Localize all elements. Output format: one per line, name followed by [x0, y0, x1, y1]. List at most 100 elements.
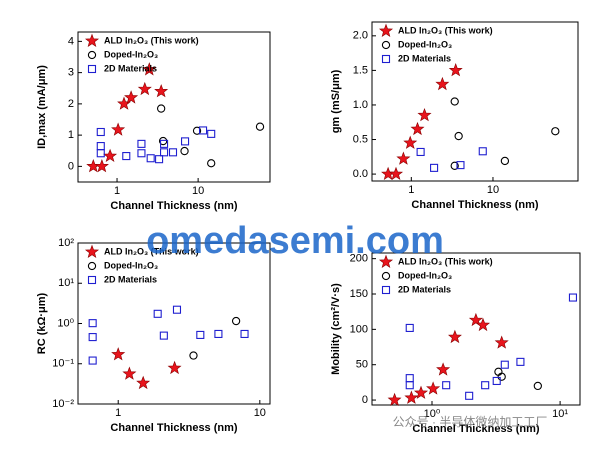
star-marker	[103, 148, 118, 163]
circle-marker	[192, 126, 202, 135]
legend-label: 2D Materials	[104, 63, 157, 73]
star-marker	[389, 166, 404, 180]
circle-marker	[551, 127, 560, 136]
square-marker	[416, 147, 425, 157]
square-marker	[198, 126, 208, 135]
circle-marker	[158, 136, 168, 146]
square-marker	[96, 149, 105, 158]
star-marker	[136, 375, 151, 390]
legend-marker	[378, 23, 394, 38]
square-marker	[137, 139, 146, 148]
y-tick-label: 10⁰	[57, 317, 74, 329]
y-tick-label: 2.0	[353, 30, 368, 42]
y-tick-label: 150	[350, 288, 368, 300]
watermark: omedasemi.com	[146, 220, 444, 262]
star-marker	[124, 90, 139, 104]
y-axis-label: Mobility (cm²/V·s)	[330, 283, 342, 375]
circle-marker	[255, 122, 265, 131]
star-marker	[448, 329, 462, 344]
legend-marker	[84, 244, 100, 259]
square-marker	[159, 139, 169, 148]
star-marker	[142, 62, 157, 76]
x-tick-label: 1	[408, 184, 414, 196]
x-tick-label: 10¹	[552, 408, 568, 420]
legend-label: ALD In₂O₃ (This work)	[104, 35, 199, 45]
x-tick-label: 1	[114, 185, 120, 197]
square-marker	[568, 293, 578, 302]
x-axis-label: Channel Thickness (nm)	[411, 199, 538, 211]
star-marker	[413, 385, 429, 399]
square-marker	[181, 137, 190, 146]
panel: 1 10 10⁻² 10⁻¹ 10⁰ 10¹ 10² Channel Thickness (n…	[36, 237, 271, 434]
square-marker	[137, 149, 146, 158]
circle-marker	[500, 156, 510, 166]
square-marker	[478, 147, 487, 156]
square-marker	[88, 319, 97, 328]
y-tick-label: 0	[362, 394, 368, 406]
x-axis-label: Channel Thickness (nm)	[110, 200, 237, 212]
circle-marker	[231, 316, 241, 326]
square-marker	[207, 129, 216, 138]
legend-marker	[381, 54, 391, 64]
legend-marker	[381, 40, 391, 50]
star-marker	[475, 317, 491, 332]
legend-label: 2D Materials	[104, 274, 157, 284]
y-tick-label: 0.5	[353, 133, 368, 145]
star-marker	[448, 63, 463, 77]
square-marker	[146, 154, 155, 163]
square-marker	[500, 360, 509, 369]
star-marker	[404, 390, 419, 404]
legend-marker	[87, 275, 97, 285]
circle-marker	[450, 161, 459, 170]
y-tick-label: 1.0	[353, 99, 368, 111]
panel: 1 10 0 1 2 3 4 Channel Thickness (nm) ID,max (mA…	[36, 31, 271, 212]
y-tick-label: 3	[68, 67, 74, 79]
legend-label: Doped-In₂O₃	[104, 49, 158, 59]
square-marker	[159, 148, 169, 157]
y-tick-label: 2	[68, 98, 74, 110]
square-marker	[88, 356, 97, 365]
legend-marker	[87, 261, 97, 271]
square-marker	[492, 376, 501, 386]
circle-marker	[207, 159, 216, 168]
circle-marker	[450, 97, 459, 106]
star-marker	[122, 366, 137, 380]
square-marker	[240, 329, 249, 339]
y-tick-label: 10²	[58, 237, 74, 249]
star-marker	[111, 347, 126, 361]
star-marker	[417, 107, 432, 122]
star-marker	[396, 151, 411, 165]
y-tick-label: 10¹	[58, 277, 74, 289]
plot-frame	[371, 21, 579, 182]
y-axis-label: gm (mS/μm)	[330, 69, 342, 133]
y-tick-label: 1.5	[353, 64, 368, 76]
plot-frame	[77, 31, 271, 183]
x-axis-label: Channel Thickness (nm)	[110, 422, 237, 434]
square-marker	[214, 329, 223, 339]
legend-marker	[87, 50, 97, 60]
square-marker	[430, 163, 439, 172]
star-marker	[403, 135, 418, 149]
legend-marker	[378, 254, 394, 269]
y-axis-label: RC (kΩ·μm)	[36, 292, 48, 354]
x-axis-label: Channel Thickness (nm)	[412, 423, 539, 435]
x-tick-label: 10⁰	[424, 408, 441, 420]
square-marker	[481, 381, 490, 390]
y-tick-label: 1	[68, 129, 74, 141]
y-tick-label: 10⁻²	[52, 398, 74, 410]
y-tick-label: 0	[68, 160, 74, 172]
panel: 10⁰ 10¹ 0 50 100 150 200 Channel Thickness (nm)…	[330, 252, 581, 435]
square-marker	[405, 381, 414, 390]
legend-marker	[381, 285, 391, 295]
square-marker	[442, 381, 451, 390]
legend-label: ALD In₂O₃ (This work)	[398, 25, 493, 35]
star-marker	[468, 312, 483, 327]
watermark: 公众号 · 半导体微纳加工工厂	[393, 415, 548, 429]
legend-label: 2D Materials	[398, 53, 451, 63]
square-marker	[159, 331, 168, 340]
square-marker	[405, 374, 414, 383]
y-tick-label: 50	[356, 359, 368, 371]
star-marker	[154, 84, 169, 98]
x-tick-label: 10	[254, 407, 266, 419]
x-tick-label: 1	[115, 407, 121, 419]
